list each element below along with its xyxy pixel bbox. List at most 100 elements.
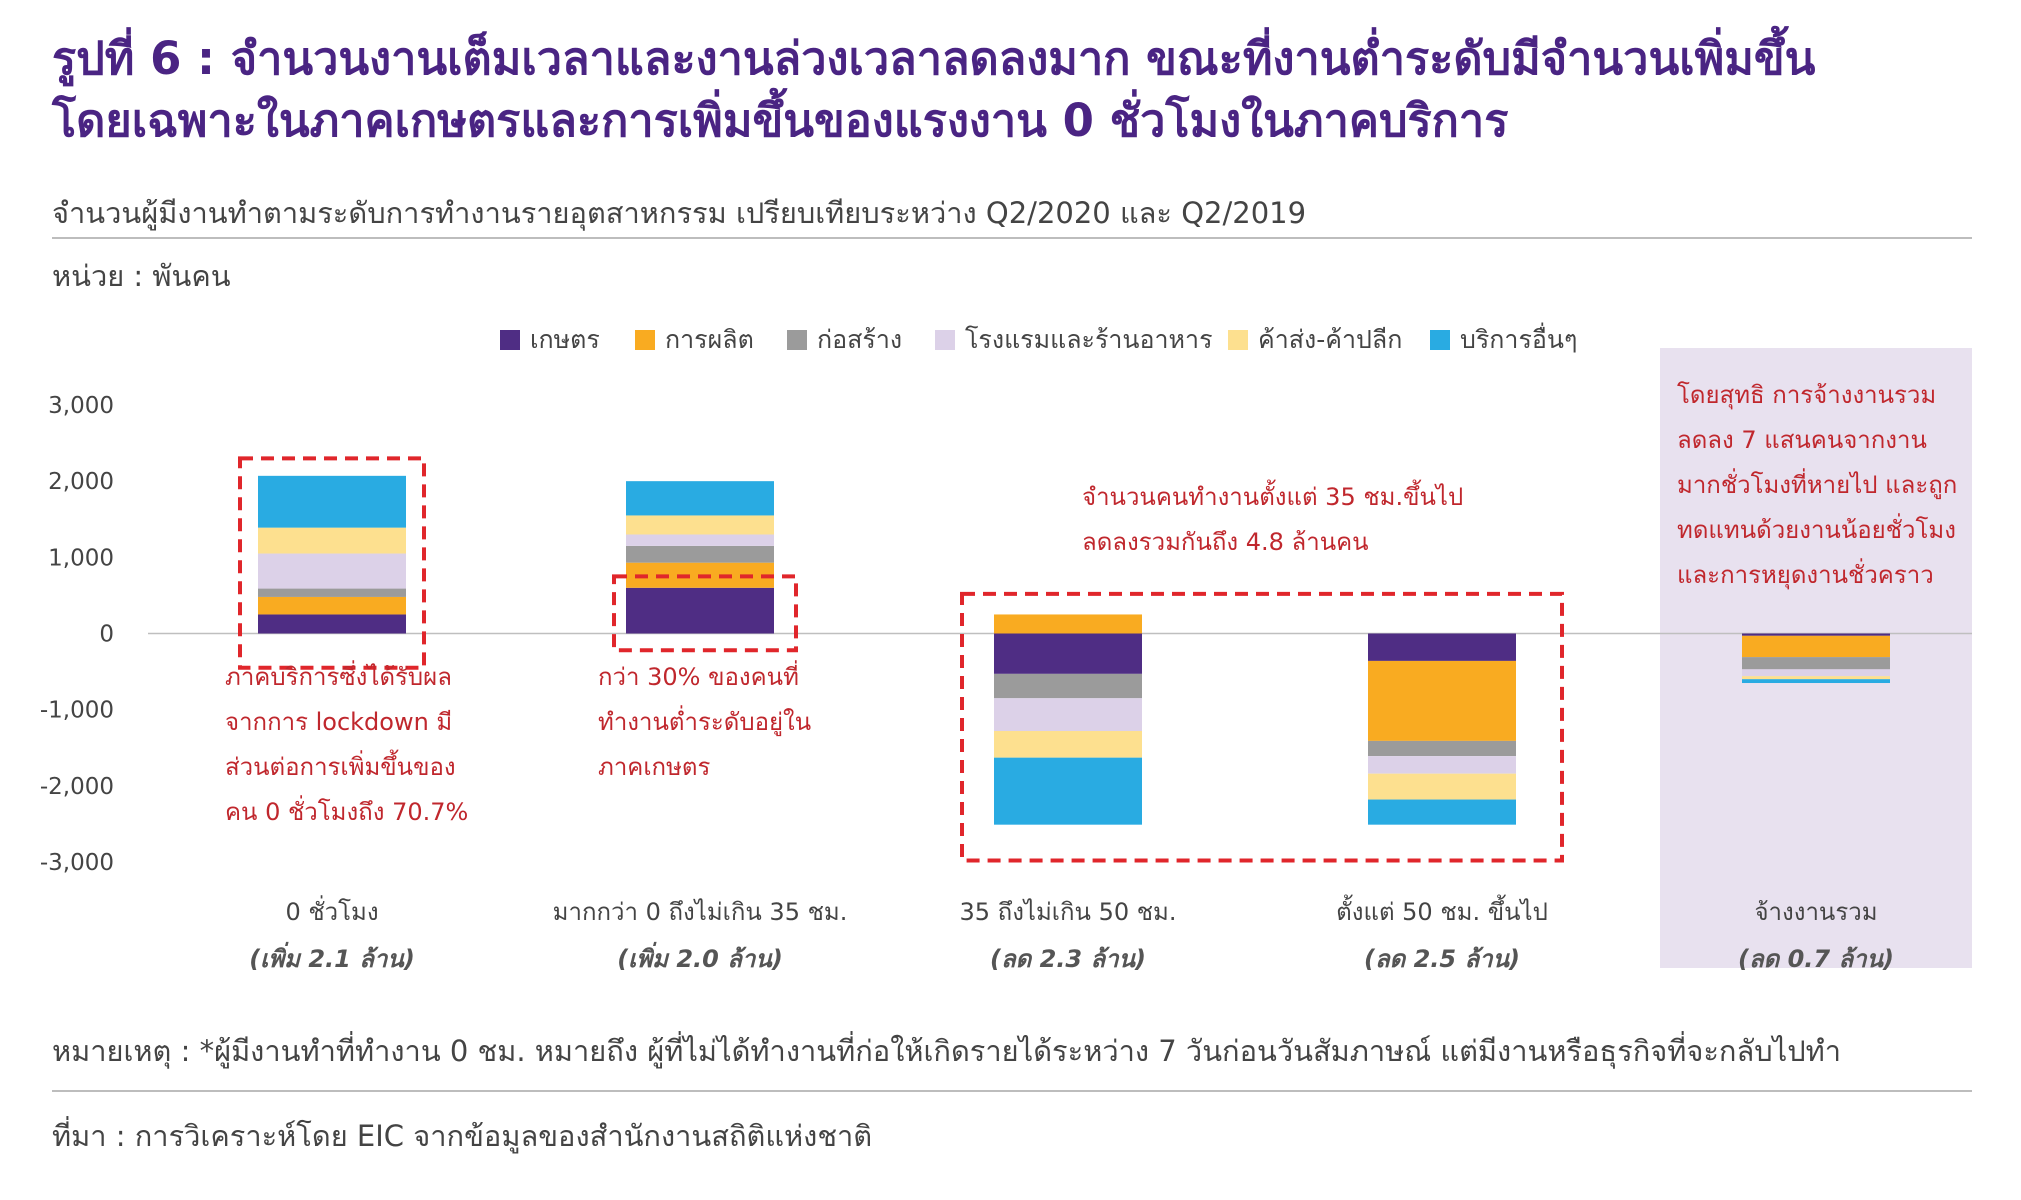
highlight-box-under-35 [612, 574, 798, 653]
annotation-zero-hours: ภาคบริการซึ่งได้รับผล จากการ lockdown มี… [225, 655, 468, 835]
bar-segment [1742, 676, 1890, 680]
bar-segment [626, 515, 774, 535]
footer-rule [52, 1090, 1972, 1092]
legend-swatch [1430, 330, 1450, 350]
category-name: ตั้งแต่ 50 ชม. ขึ้นไป [1336, 898, 1548, 926]
legend-swatch [1228, 330, 1248, 350]
legend-item: ก่อสร้าง [787, 320, 902, 360]
y-tick-label: 1,000 [48, 545, 114, 571]
category-name: จ้างงานรวม [1754, 898, 1878, 926]
bar-segment [994, 673, 1142, 699]
legend-label: เกษตร [530, 325, 600, 354]
bar-segment [1742, 633, 1890, 636]
annotation-line: กว่า 30% ของคนที่ [598, 663, 799, 691]
bar-segment [1368, 740, 1516, 757]
chart-subtitle: จำนวนผู้มีงานทำตามระดับการทำงานรายอุตสาห… [52, 196, 1307, 230]
chart-title: รูปที่ 6 : จำนวนงานเต็มเวลาและงานล่วงเวล… [52, 28, 1992, 152]
annotation-line: ส่วนต่อการเพิ่มขึ้นของ [225, 753, 456, 781]
annotation-line: คน 0 ชั่วโมงถึง 70.7% [225, 798, 469, 826]
bar-segment [258, 553, 406, 589]
bar-segment [626, 587, 774, 634]
chart-legend: เกษตร การผลิต ก่อสร้าง โรงแรมและร้านอาหา… [0, 320, 2021, 360]
annotation-net-total: โดยสุทธิ การจ้างงานรวม ลดลง 7 แสนคนจากงา… [1677, 373, 1957, 598]
annotation-line: มากชั่วโมงที่หายไป และถูก [1677, 471, 1958, 499]
legend-swatch [635, 330, 655, 350]
legend-label: บริการอื่นๆ [1460, 325, 1578, 354]
bar-segment [1368, 756, 1516, 774]
bar-segment [994, 614, 1142, 634]
category-name: 35 ถึงไม่เกิน 50 ชม. [959, 898, 1177, 926]
bar-segment [994, 757, 1142, 825]
bar-segment [626, 545, 774, 563]
category-subtitle: (ลด 2.3 ล้าน) [989, 945, 1147, 973]
bar-segment [994, 633, 1142, 674]
category-subtitle: (เพิ่ม 2.1 ล้าน) [249, 945, 415, 973]
bar-segment [1368, 660, 1516, 741]
category-label: 35 ถึงไม่เกิน 50 ชม. (ลด 2.3 ล้าน) [888, 892, 1248, 978]
legend-label: ก่อสร้าง [817, 325, 903, 354]
legend-label: โรงแรมและร้านอาหาร [965, 325, 1213, 354]
annotation-under-35: กว่า 30% ของคนที่ ทำงานต่ำระดับอยู่ใน ภา… [598, 655, 811, 790]
y-tick-label: -2,000 [40, 774, 114, 800]
annotation-line: จำนวนคนทำงานตั้งแต่ 35 ชม.ขึ้นไป [1082, 483, 1464, 511]
y-tick-label: 2,000 [48, 469, 114, 495]
annotation-line: ลดลง 7 แสนคนจากงาน [1677, 426, 1927, 454]
category-label: จ้างงานรวม (ลด 0.7 ล้าน) [1636, 892, 1996, 978]
bar-segment [1742, 657, 1890, 670]
category-subtitle: (ลด 2.5 ล้าน) [1363, 945, 1521, 973]
annotation-line: โดยสุทธิ การจ้างงานรวม [1677, 381, 1937, 409]
unit-label: หน่วย : พันคน [52, 259, 231, 293]
category-subtitle: (เพิ่ม 2.0 ล้าน) [617, 945, 783, 973]
category-label: มากกว่า 0 ถึงไม่เกิน 35 ชม. (เพิ่ม 2.0 ล… [520, 892, 880, 978]
bar-segment [626, 534, 774, 546]
annotation-over-35: จำนวนคนทำงานตั้งแต่ 35 ชม.ขึ้นไป ลดลงรวม… [1082, 475, 1463, 565]
y-tick-label: 0 [99, 622, 114, 648]
annotation-line: จากการ lockdown มี [225, 708, 453, 736]
annotation-line: ภาคบริการซึ่งได้รับผล [225, 663, 452, 691]
subtitle-rule [52, 237, 1972, 239]
legend-swatch [935, 330, 955, 350]
y-tick-label: -1,000 [40, 698, 114, 724]
annotation-line: ทำงานต่ำระดับอยู่ใน [598, 708, 812, 736]
bar-segment [1742, 669, 1890, 677]
y-tick-label: 3,000 [48, 393, 114, 419]
bar-segment [1368, 773, 1516, 800]
chart-title-line: โดยเฉพาะในภาคเกษตรและการเพิ่มขึ้นของแรงง… [52, 94, 1509, 147]
annotation-line: ทดแทนด้วยงานน้อยชั่วโมง [1677, 516, 1956, 544]
annotation-line: และการหยุดงานชั่วคราว [1677, 561, 1934, 589]
annotation-line: ลดลงรวมกันถึง 4.8 ล้านคน [1082, 528, 1369, 556]
y-tick-label: -3,000 [40, 850, 114, 876]
legend-label: ค้าส่ง-ค้าปลีก [1258, 325, 1403, 354]
legend-swatch [787, 330, 807, 350]
bar-segment [994, 730, 1142, 758]
legend-item: เกษตร [500, 320, 600, 360]
legend-item: การผลิต [635, 320, 754, 360]
legend-swatch [500, 330, 520, 350]
bar-segment [258, 588, 406, 597]
category-name: มากกว่า 0 ถึงไม่เกิน 35 ชม. [552, 898, 848, 926]
bar-segment [626, 481, 774, 516]
category-name: 0 ชั่วโมง [285, 898, 379, 926]
legend-item: โรงแรมและร้านอาหาร [935, 320, 1213, 360]
bar-segment [258, 596, 406, 615]
legend-item: บริการอื่นๆ [1430, 320, 1577, 360]
chart-title-line: รูปที่ 6 : จำนวนงานเต็มเวลาและงานล่วงเวล… [52, 32, 1816, 85]
annotation-line: ภาคเกษตร [598, 753, 711, 781]
source-note: ที่มา : การวิเคราะห์โดย EIC จากข้อมูลของ… [52, 1119, 873, 1153]
bar-segment [1368, 799, 1516, 825]
footnote: หมายเหตุ : *ผู้มีงานทำที่ทำงาน 0 ชม. หมา… [52, 1034, 1842, 1068]
category-subtitle: (ลด 0.7 ล้าน) [1737, 945, 1895, 973]
bar-segment [1742, 679, 1890, 684]
bar-segment [1742, 635, 1890, 658]
legend-item: ค้าส่ง-ค้าปลีก [1228, 320, 1402, 360]
bar-segment [1368, 633, 1516, 661]
highlight-box-over-35 [960, 591, 1564, 863]
legend-label: การผลิต [665, 325, 754, 354]
bar-segment [994, 698, 1142, 731]
category-label: 0 ชั่วโมง (เพิ่ม 2.1 ล้าน) [152, 892, 512, 978]
category-label: ตั้งแต่ 50 ชม. ขึ้นไป (ลด 2.5 ล้าน) [1262, 892, 1622, 978]
bar-segment [258, 614, 406, 634]
bar-segment [258, 475, 406, 528]
bar-segment [258, 527, 406, 554]
